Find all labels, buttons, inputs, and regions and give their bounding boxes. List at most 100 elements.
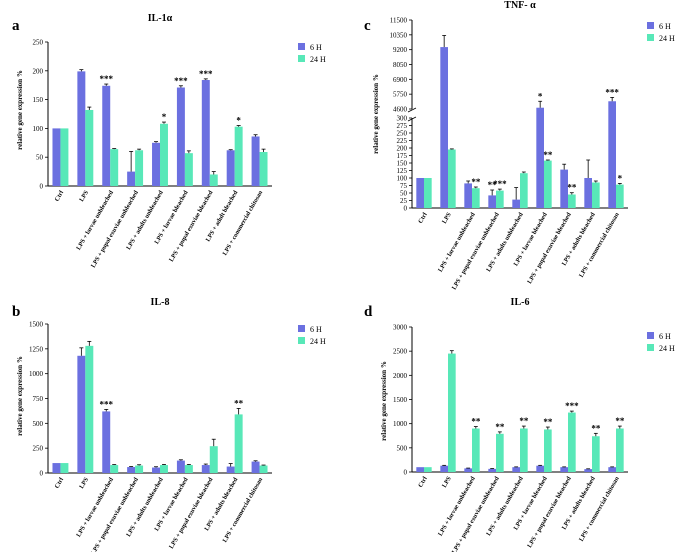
y-tick-label-panel-c-upper-4: 9200 [393, 46, 408, 54]
y-axis-label-panel-d: relative gene expression % [380, 361, 388, 441]
significance-panel-d-1-3: ** [495, 422, 505, 432]
y-tick-label-panel-c-lower-4: 100 [397, 175, 408, 183]
y-axis-label-panel-b: relative gene expression % [16, 356, 24, 436]
category-label-panel-c-0: Ctrl [417, 211, 429, 224]
significance-panel-d-1-5: ** [543, 417, 553, 427]
y-tick-label-panel-c-lower-5: 125 [397, 167, 408, 175]
significance-panel-a-1-4: * [162, 112, 167, 122]
bar-panel-d-24h-2 [472, 428, 480, 472]
bar-panel-c-24h-0 [424, 178, 432, 208]
y-tick-label-panel-b-6: 1500 [29, 321, 44, 329]
y-tick-label-panel-b-3: 750 [33, 395, 44, 403]
category-label-panel-d-3: LPS + pupal exuviae unbleached [451, 475, 501, 552]
category-label-panel-c-3: LPS + pupal exuviae unbleached [451, 211, 501, 291]
significance-panel-c-1-6: ** [567, 183, 577, 193]
y-tick-label-panel-c-lower-8: 200 [397, 145, 408, 153]
bar-panel-a-24h-4 [160, 123, 168, 186]
y-tick-label-panel-c-upper-5: 10350 [390, 31, 408, 39]
y-tick-label-panel-d-2: 1000 [393, 420, 408, 428]
y-tick-label-panel-c-upper-3: 8050 [393, 61, 408, 69]
bar-panel-a-24h-6 [209, 174, 218, 186]
bar-panel-c-24h-2 [472, 188, 480, 208]
axis-break-mark-lower [407, 116, 417, 122]
chart-title-panel-d: IL-6 [511, 297, 530, 308]
y-tick-label-panel-d-1: 500 [397, 444, 408, 452]
bar-panel-b-6h-1 [77, 355, 86, 473]
panel-label-d: d [364, 304, 373, 320]
bar-panel-c-24h-4 [520, 173, 528, 208]
significance-panel-d-1-8: ** [615, 416, 625, 426]
bar-panel-b-24h-6 [209, 446, 218, 473]
legend-6h-swatch [298, 43, 305, 50]
category-label-panel-a-0: Ctrl [54, 189, 66, 202]
legend-6h-label: 6 H [310, 43, 322, 52]
bar-panel-a-24h-8 [259, 152, 268, 186]
y-tick-label-panel-b-2: 500 [33, 420, 44, 428]
y-tick-label-panel-c-lower-9: 225 [397, 137, 408, 145]
legend-24h-swatch [647, 344, 654, 351]
bar-panel-a-6h-5 [176, 87, 185, 186]
y-tick-label-panel-c-upper-2: 6900 [393, 76, 408, 84]
significance-panel-d-1-7: ** [591, 423, 601, 433]
legend-6h-label: 6 H [310, 325, 322, 334]
bar-panel-b-6h-2 [102, 411, 111, 473]
y-tick-label-panel-a-0: 0 [40, 183, 44, 191]
y-tick-label-panel-c-lower-12: 300 [397, 115, 408, 123]
category-label-panel-d-6: LPS + pupal exuviae bleached [526, 475, 573, 549]
bar-panel-d-6h-5 [536, 465, 544, 472]
bar-panel-b-24h-1 [85, 345, 94, 473]
legend-24h-swatch [298, 337, 305, 344]
y-tick-label-panel-a-5: 250 [33, 39, 44, 47]
bar-panel-b-6h-7 [226, 466, 235, 473]
bar-panel-c-24h-1 [448, 149, 456, 208]
bar-panel-a-24h-0 [60, 128, 69, 186]
panel-label-b: b [12, 304, 20, 320]
significance-panel-a-0-2: *** [99, 74, 113, 84]
chart-title-panel-b: IL-8 [151, 297, 170, 308]
bar-panel-d-6h-8 [608, 467, 616, 472]
bar-panel-c-6h-3 [488, 195, 496, 208]
bar-panel-d-6h-3 [488, 468, 496, 472]
bar-panel-c-6h-8 [608, 101, 616, 208]
significance-panel-c-1-5: ** [543, 150, 553, 160]
legend-24h-label: 24 H [310, 55, 326, 64]
bar-panel-c-24h-5 [544, 160, 552, 208]
bar-panel-b-24h-3 [135, 465, 144, 473]
bar-panel-d-6h-7 [584, 469, 592, 472]
y-tick-label-panel-c-lower-0: 0 [404, 205, 408, 213]
bar-panel-c-24h-7 [592, 182, 600, 208]
significance-panel-b-0-2: *** [99, 399, 113, 409]
legend-24h-label: 24 H [310, 337, 326, 346]
legend-6h-swatch [647, 22, 654, 29]
bar-panel-d-6h-6 [560, 467, 568, 472]
y-tick-label-panel-a-4: 200 [33, 67, 44, 75]
significance-panel-d-1-4: ** [519, 416, 529, 426]
legend-24h-swatch [298, 55, 305, 62]
category-label-panel-a-1: LPS [78, 189, 90, 203]
y-tick-label-panel-a-2: 100 [33, 125, 44, 133]
bar-panel-a-24h-1 [85, 109, 94, 186]
bar-panel-a-6h-3 [127, 171, 136, 186]
bar-panel-c-6h-2 [464, 183, 472, 208]
legend-24h-label: 24 H [659, 34, 675, 43]
significance-panel-c-0-3: ** [488, 180, 498, 190]
significance-panel-d-1-6: *** [565, 401, 579, 411]
significance-panel-a-0-6: *** [199, 69, 213, 79]
significance-panel-c-1-3: *** [493, 179, 507, 189]
y-tick-label-panel-d-6: 3000 [393, 324, 408, 332]
bar-panel-b-24h-2 [110, 465, 119, 473]
category-label-panel-a-6: LPS + pupal exuviae bleached [168, 189, 215, 263]
significance-panel-a-0-5: *** [174, 76, 188, 86]
legend-6h-label: 6 H [659, 332, 671, 341]
bar-panel-c-6h-1 [440, 47, 448, 208]
significance-panel-b-1-7: ** [234, 398, 244, 408]
bar-panel-b-6h-4 [152, 467, 160, 473]
y-tick-label-panel-c-lower-1: 25 [400, 197, 408, 205]
panel-label-c: c [364, 18, 371, 34]
category-label-panel-b-0: Ctrl [54, 476, 66, 489]
bar-panel-d-24h-5 [544, 429, 552, 472]
legend-6h-swatch [298, 325, 305, 332]
legend-6h-label: 6 H [659, 22, 671, 31]
bar-panel-d-24h-7 [592, 436, 600, 472]
y-tick-label-panel-d-0: 0 [404, 469, 408, 477]
